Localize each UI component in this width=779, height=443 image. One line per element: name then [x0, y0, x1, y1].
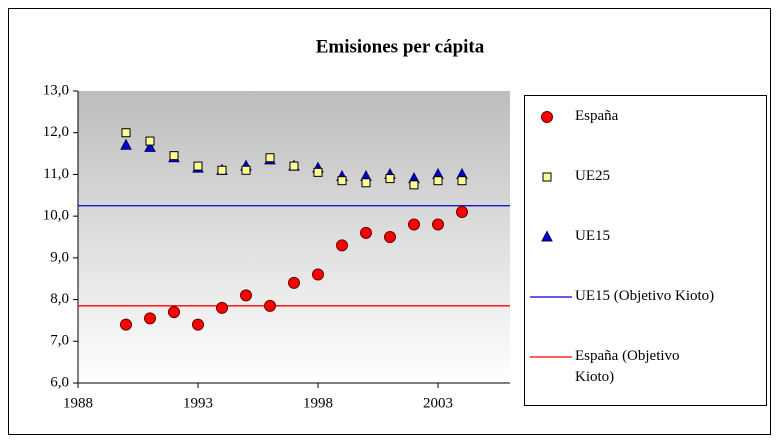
x-tick-label: 2003	[423, 395, 453, 411]
y-tick-label: 12,0	[43, 124, 69, 140]
data-point	[336, 239, 348, 252]
x-tick-label: 1988	[63, 395, 93, 411]
x-tick-label: 1993	[183, 395, 213, 411]
legend-label-box: UE15	[575, 228, 610, 244]
data-point	[408, 218, 420, 231]
legend-marker	[541, 230, 553, 242]
data-point	[433, 176, 443, 186]
data-point	[312, 268, 324, 281]
y-tick-label: 6,0	[50, 374, 69, 390]
data-point	[360, 226, 372, 239]
data-point	[144, 140, 156, 152]
data-point	[361, 178, 371, 188]
data-point	[193, 161, 203, 171]
data-point	[456, 205, 468, 218]
data-point	[289, 161, 299, 171]
y-tick-label: 11,0	[43, 166, 69, 182]
data-point	[288, 276, 300, 289]
legend-label-box: UE15 (Objetivo Kioto)	[575, 288, 715, 304]
data-point	[432, 218, 444, 231]
data-point	[337, 176, 347, 186]
data-point	[265, 153, 275, 163]
data-point	[384, 231, 396, 243]
legend-label: UE15	[575, 228, 610, 244]
plot-area	[78, 91, 510, 383]
data-point	[240, 289, 252, 302]
data-point	[264, 299, 276, 312]
legend-marker	[541, 111, 553, 123]
legend-marker	[542, 172, 552, 182]
legend-label-box: España	[575, 108, 619, 124]
legend-label: UE15 (Objetivo Kioto)	[575, 288, 715, 304]
x-tick-label: 1998	[303, 395, 333, 411]
data-point	[241, 165, 251, 175]
data-point	[144, 312, 156, 325]
data-point	[121, 128, 131, 138]
data-point	[169, 151, 179, 161]
legend-label-box: España (Objetivo Kioto)	[575, 348, 680, 385]
y-tick-label: 10,0	[43, 208, 69, 224]
legend-box	[524, 95, 767, 406]
data-point	[217, 165, 227, 175]
data-point	[192, 318, 204, 331]
y-tick-label: 7,0	[50, 333, 69, 349]
y-tick-label: 9,0	[50, 249, 69, 265]
data-point	[216, 301, 228, 314]
data-point	[385, 174, 395, 184]
data-point	[145, 136, 155, 146]
legend-label-box: UE25	[575, 168, 610, 184]
legend-label: España	[575, 108, 619, 124]
data-point	[409, 180, 419, 190]
data-point	[313, 167, 323, 177]
data-point	[457, 176, 467, 186]
legend-label: UE25	[575, 168, 610, 184]
legend-label: España (Objetivo Kioto)	[575, 348, 680, 385]
y-tick-label: 13,0	[43, 82, 69, 98]
data-point	[120, 318, 132, 331]
y-tick-label: 8,0	[50, 291, 69, 307]
data-point	[168, 306, 180, 319]
data-point	[120, 138, 132, 150]
chart-title: Emisiones per cápita	[316, 36, 485, 57]
